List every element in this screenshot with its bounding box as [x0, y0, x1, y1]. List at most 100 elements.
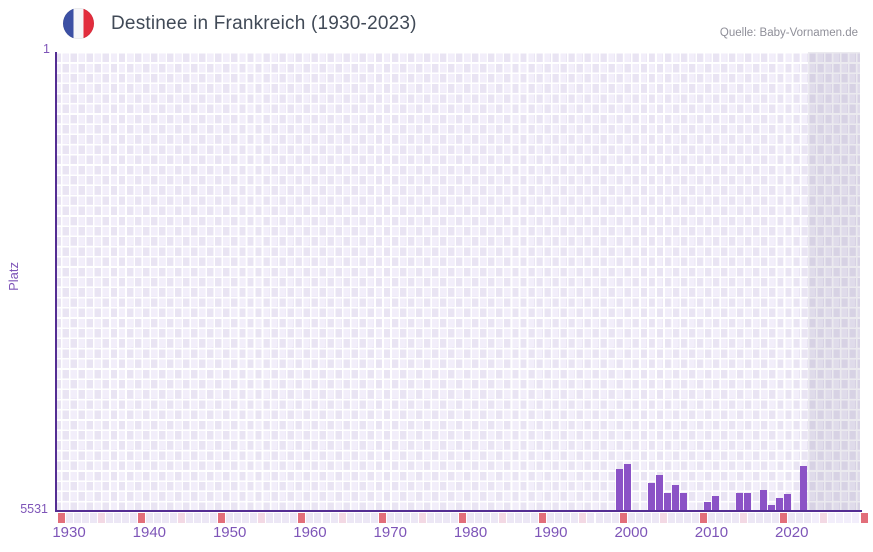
year-cell-1984: [499, 513, 507, 523]
year-cell-1985: [507, 513, 515, 523]
year-cell-1943: [169, 513, 177, 523]
bar-2021[interactable]: [800, 466, 808, 511]
year-cell-2028: [852, 513, 860, 523]
year-cell-1991: [555, 513, 563, 523]
year-cell-1955: [266, 513, 274, 523]
bar-2014[interactable]: [744, 492, 752, 511]
year-cell-2010: [707, 513, 715, 523]
year-cell-1965: [346, 513, 354, 523]
year-cell-1982: [483, 513, 491, 523]
bar-2002[interactable]: [647, 482, 655, 511]
bar-1998[interactable]: [615, 468, 623, 511]
bar-2010[interactable]: [711, 495, 719, 511]
year-marker-strip: [57, 513, 869, 523]
x-tick-1950: 1950: [212, 524, 247, 541]
year-cell-1994: [579, 513, 587, 523]
year-cell-1931: [73, 513, 81, 523]
bar-2018[interactable]: [776, 498, 784, 511]
year-cell-2003: [651, 513, 659, 523]
year-cell-1950: [226, 513, 234, 523]
year-cell-2009: [699, 513, 707, 523]
x-axis-ticks: 1930 1940 1950 1960 1970 1980 1990 2000 2010 2020: [52, 524, 867, 544]
bar-2004[interactable]: [663, 492, 671, 511]
year-cell-1937: [121, 513, 129, 523]
year-cell-1980: [467, 513, 475, 523]
year-cell-2019: [780, 513, 788, 523]
year-cell-1964: [338, 513, 346, 523]
year-cell-2016: [756, 513, 764, 523]
year-cell-2022: [804, 513, 812, 523]
year-cell-2001: [635, 513, 643, 523]
year-cell-1953: [250, 513, 258, 523]
year-cell-2007: [683, 513, 691, 523]
plot-area[interactable]: [57, 52, 860, 511]
x-tick-2000: 2000: [614, 524, 648, 541]
year-cell-1936: [113, 513, 121, 523]
year-cell-1942: [161, 513, 169, 523]
year-cell-2015: [748, 513, 756, 523]
year-cell-1966: [354, 513, 362, 523]
bar-2013[interactable]: [736, 492, 744, 511]
year-cell-1962: [322, 513, 330, 523]
bar-2009[interactable]: [703, 501, 711, 511]
source-credit: Quelle: Baby-Vornamen.de: [719, 27, 858, 39]
y-axis-tick-bottom: 5531: [20, 502, 48, 516]
year-cell-1992: [563, 513, 571, 523]
year-cell-1956: [274, 513, 282, 523]
year-cell-1998: [611, 513, 619, 523]
year-cell-1933: [89, 513, 97, 523]
year-cell-2006: [675, 513, 683, 523]
x-tick-1980: 1980: [453, 524, 488, 541]
x-axis-line: [55, 510, 862, 512]
year-cell-2025: [828, 513, 836, 523]
bar-2003[interactable]: [655, 475, 663, 511]
year-cell-1941: [153, 513, 161, 523]
year-cell-2000: [627, 513, 635, 523]
year-cell-1986: [515, 513, 523, 523]
year-cell-2013: [732, 513, 740, 523]
year-cell-1958: [290, 513, 298, 523]
year-cell-1970: [386, 513, 394, 523]
year-cell-1959: [298, 513, 306, 523]
bar-2017[interactable]: [768, 505, 776, 511]
year-cell-1940: [145, 513, 153, 523]
bar-2016[interactable]: [760, 490, 768, 511]
year-cell-1963: [330, 513, 338, 523]
year-cell-2027: [844, 513, 852, 523]
year-cell-1929: [57, 513, 65, 523]
x-tick-1940: 1940: [132, 524, 167, 541]
year-cell-2002: [643, 513, 651, 523]
year-cell-1981: [475, 513, 483, 523]
year-cell-1952: [242, 513, 250, 523]
year-cell-1945: [185, 513, 193, 523]
bar-2005[interactable]: [671, 485, 679, 511]
year-cell-1946: [194, 513, 202, 523]
no-data-band: [807, 52, 860, 511]
year-cell-1957: [282, 513, 290, 523]
year-cell-1995: [587, 513, 595, 523]
year-cell-2024: [820, 513, 828, 523]
year-cell-1987: [523, 513, 531, 523]
year-cell-1976: [434, 513, 442, 523]
year-cell-1961: [314, 513, 322, 523]
year-cell-1997: [603, 513, 611, 523]
year-cell-1944: [177, 513, 185, 523]
year-cell-2020: [788, 513, 796, 523]
bar-2019[interactable]: [784, 494, 792, 511]
year-cell-1979: [459, 513, 466, 523]
bar-1999[interactable]: [623, 463, 631, 511]
year-cell-1996: [595, 513, 603, 523]
year-cell-2004: [659, 513, 667, 523]
year-cell-1939: [137, 513, 145, 523]
year-cell-1974: [418, 513, 426, 523]
year-cell-1973: [410, 513, 418, 523]
bar-2006[interactable]: [679, 492, 687, 511]
year-cell-1938: [129, 513, 137, 523]
year-cell-1948: [210, 513, 218, 523]
x-tick-1970: 1970: [373, 524, 407, 541]
year-cell-2012: [724, 513, 731, 523]
year-cell-1990: [547, 513, 555, 523]
y-axis-label: Platz: [6, 262, 21, 291]
year-cell-1934: [97, 513, 105, 523]
year-cell-1989: [539, 513, 547, 523]
